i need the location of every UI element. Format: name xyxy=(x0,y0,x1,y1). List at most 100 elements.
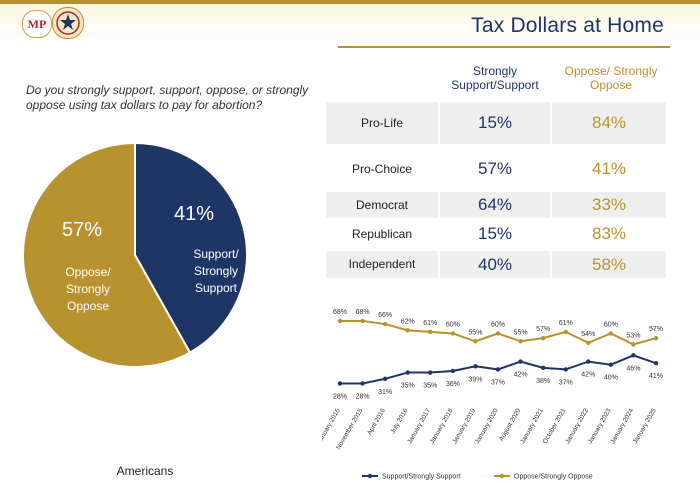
data-label: 35% xyxy=(401,383,415,390)
data-label: 57% xyxy=(536,326,550,333)
data-label: 31% xyxy=(378,389,392,396)
data-label: 36% xyxy=(446,381,460,388)
logo-mp-mark: MP xyxy=(22,10,52,38)
x-tick-label: January 2025 xyxy=(632,407,658,445)
data-label: 28% xyxy=(356,393,370,400)
x-tick-label: January 2023 xyxy=(587,407,613,445)
data-point xyxy=(473,364,478,369)
pie-slice-label: Support/ xyxy=(193,247,239,261)
data-label: 60% xyxy=(604,321,618,328)
trend-line-chart: 28% 28% 31% 35% 35% 36% 39% 37% 42% 38% 37% 42% 40% 4… xyxy=(322,309,663,480)
header-band xyxy=(0,0,700,46)
x-tick-label: January 2019 xyxy=(451,407,477,445)
survey-question: Do you strongly support, support, oppose… xyxy=(26,83,309,112)
pie-percent-label: 57% xyxy=(62,219,102,241)
pie-slice xyxy=(22,141,192,368)
data-point xyxy=(428,329,433,335)
data-label: 61% xyxy=(423,320,437,327)
oppose-value: 83% xyxy=(591,224,627,243)
row-label: Republican xyxy=(351,227,413,241)
support-value: 57% xyxy=(477,159,513,178)
data-point xyxy=(337,381,343,386)
data-point xyxy=(337,318,343,324)
data-point xyxy=(653,360,659,366)
data-label: 37% xyxy=(559,379,573,386)
data-point xyxy=(428,370,433,375)
audience-label: Americans xyxy=(116,464,174,478)
pie-slice-label: Oppose xyxy=(67,299,109,313)
data-label: 53% xyxy=(626,332,640,339)
data-point xyxy=(540,335,546,341)
table-row: Pro-Life 15% 84% xyxy=(326,102,666,144)
data-label: 37% xyxy=(491,379,505,386)
top-rule xyxy=(0,0,700,4)
table-row: Democrat 64% 33% xyxy=(326,192,666,218)
oppose-value: 58% xyxy=(552,251,666,278)
data-point xyxy=(450,331,456,336)
data-point xyxy=(540,365,546,371)
support-value: 40% xyxy=(440,251,550,278)
x-tick-label: August 2020 xyxy=(498,407,523,442)
oppose-value: 41% xyxy=(591,159,627,178)
data-point xyxy=(518,359,523,364)
oppose-value: 84% xyxy=(552,102,666,144)
data-point xyxy=(563,367,568,372)
pie-slice xyxy=(134,141,248,354)
data-label: 62% xyxy=(401,318,415,325)
data-point xyxy=(608,362,614,367)
data-label: 66% xyxy=(378,312,392,319)
data-label: 60% xyxy=(491,321,505,328)
data-point xyxy=(495,367,501,372)
data-point xyxy=(360,318,365,324)
page-title: Tax Dollars at Home xyxy=(471,14,664,37)
data-point xyxy=(631,342,636,347)
data-point xyxy=(631,353,636,358)
pie-slice-label: Strongly xyxy=(66,282,110,296)
pie-chart: 41% Support/Strongly Support 57% Oppose/Stro… xyxy=(22,141,248,368)
table-header-oppose: Oppose/ Strongly Oppose xyxy=(564,64,658,92)
data-point xyxy=(405,328,410,333)
x-tick-label: January 2017 xyxy=(406,407,432,445)
support-value: 64% xyxy=(440,192,550,218)
table-header-support: Strongly Support/Support xyxy=(451,64,539,92)
data-point xyxy=(405,370,410,375)
x-tick-label: January 2021 xyxy=(519,407,545,445)
data-label: 28% xyxy=(333,393,347,400)
data-label: 40% xyxy=(604,375,618,382)
data-label: 46% xyxy=(626,365,640,372)
data-label: 60% xyxy=(446,321,460,328)
data-label: 41% xyxy=(649,373,663,380)
data-point xyxy=(495,331,501,336)
legend-marker xyxy=(499,473,505,479)
data-label: 42% xyxy=(514,372,528,379)
data-point xyxy=(563,329,568,335)
title-divider xyxy=(338,46,670,48)
data-label: 35% xyxy=(423,383,437,390)
data-point xyxy=(473,339,478,344)
data-label: 42% xyxy=(581,372,595,379)
legend-marker xyxy=(367,473,373,479)
x-tick-label: January 2022 xyxy=(564,407,590,445)
row-label: Pro-Life xyxy=(326,102,438,144)
data-label: 68% xyxy=(356,309,370,316)
x-tick-label: July 2016 xyxy=(389,407,409,435)
data-point xyxy=(382,321,388,327)
data-point xyxy=(450,368,456,374)
data-label: 68% xyxy=(333,309,347,316)
data-point xyxy=(586,340,591,346)
support-value: 15% xyxy=(477,224,513,243)
pie-slice-label: Oppose/ xyxy=(65,265,111,279)
row-label: Democrat xyxy=(326,192,438,218)
table-row: Republican 15% 83% xyxy=(326,221,666,247)
data-label: 55% xyxy=(468,329,482,336)
data-point xyxy=(360,381,365,386)
support-value: 15% xyxy=(440,102,550,144)
row-label: Independent xyxy=(326,251,438,278)
data-label: 39% xyxy=(468,376,482,383)
table-row: Pro-Choice 57% 41% xyxy=(326,154,666,184)
x-tick-label: April 2016 xyxy=(366,407,387,436)
x-tick-label: October 2021 xyxy=(542,407,568,445)
data-point xyxy=(608,331,614,336)
table-row: Independent 40% 58% xyxy=(326,251,666,278)
data-label: 61% xyxy=(559,320,573,327)
